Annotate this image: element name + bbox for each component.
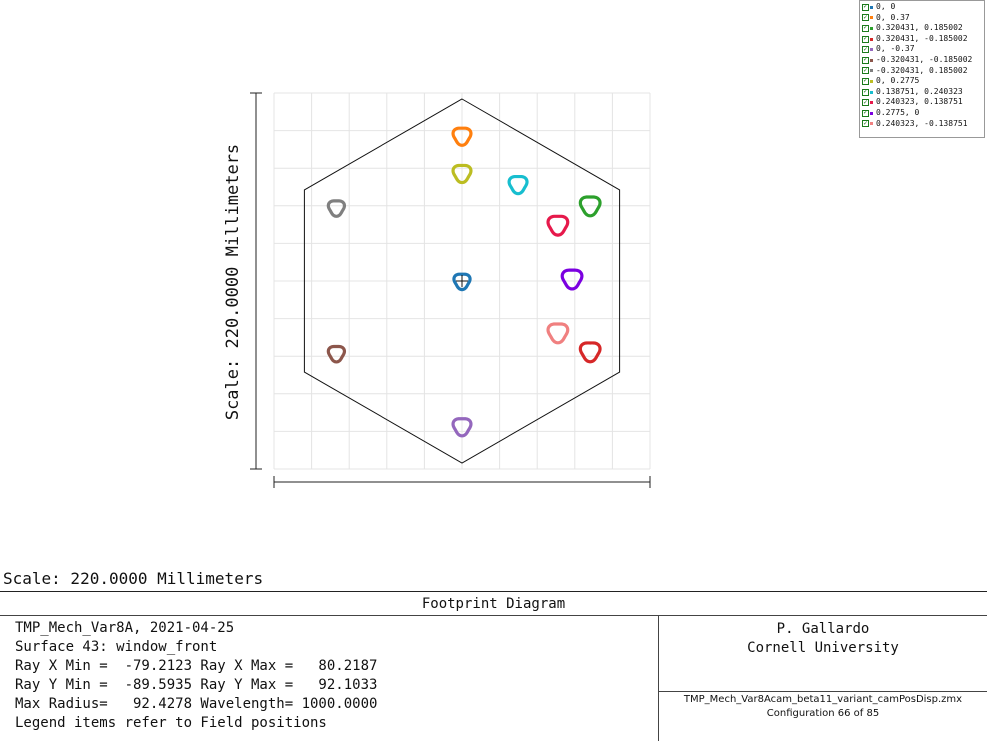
legend-checkbox-icon[interactable]: ✓	[862, 98, 869, 107]
legend-label: 0.320431, -0.185002	[876, 33, 968, 43]
legend-swatch	[870, 48, 873, 52]
legend-item[interactable]: ✓ 0.138751, 0.240323	[862, 87, 982, 98]
legend-item[interactable]: ✓ 0, 0.37	[862, 13, 982, 24]
legend-label: 0, 0	[876, 2, 896, 11]
footprint-mark	[546, 322, 570, 345]
footprint-mark	[578, 341, 602, 364]
footprint-marks	[326, 126, 602, 438]
legend-checkbox-icon[interactable]: ✓	[862, 119, 869, 128]
footprint-mark	[560, 268, 584, 291]
legend-item[interactable]: ✓ 0.320431, 0.185002	[862, 23, 982, 34]
legend-label: 0, 0.37	[876, 12, 910, 22]
legend-item[interactable]: ✓ 0, 0.2775	[862, 76, 982, 87]
right-panel-divider	[659, 691, 987, 692]
legend-item[interactable]: ✓ 0.240323, 0.138751	[862, 97, 982, 108]
configuration-label: Configuration 66 of 85	[766, 708, 880, 719]
legend-item[interactable]: ✓ 0.320431, -0.185002	[862, 34, 982, 45]
legend-item[interactable]: ✓ -0.320431, -0.185002	[862, 55, 982, 66]
info-line: TMP_Mech_Var8A, 2021-04-25	[15, 620, 235, 636]
legend-swatch	[870, 111, 873, 115]
legend-label: 0, -0.37	[876, 44, 915, 54]
legend-swatch	[870, 69, 873, 73]
legend-checkbox-icon[interactable]: ✓	[862, 66, 869, 75]
legend-item[interactable]: ✓ -0.320431, 0.185002	[862, 66, 982, 77]
legend-swatch	[870, 58, 873, 62]
info-line: Surface 43: window_front	[15, 639, 218, 655]
footprint-mark	[451, 163, 473, 185]
footprint-mark	[451, 417, 473, 438]
footprint-plot: Scale: 220.0000 Millimeters	[223, 92, 651, 488]
info-details: TMP_Mech_Var8A, 2021-04-25 Surface 43: wi…	[15, 619, 655, 733]
legend-label: 0.240323, -0.138751	[876, 118, 968, 128]
legend-checkbox-icon[interactable]: ✓	[862, 35, 869, 43]
legend-checkbox-icon[interactable]: ✓	[862, 88, 869, 96]
legend-checkbox-icon[interactable]: ✓	[862, 13, 869, 22]
author-block: P. Gallardo Cornell University	[659, 620, 987, 658]
legend-label: 0.2775, 0	[876, 107, 920, 117]
footprint-mark	[578, 195, 602, 218]
legend-swatch	[870, 101, 873, 105]
legend-swatch	[870, 26, 873, 30]
legend-label: 0.320431, 0.185002	[876, 23, 963, 33]
legend-label: 0.240323, 0.138751	[876, 97, 963, 107]
file-block: TMP_Mech_Var8Acam_beta11_variant_camPosD…	[659, 693, 987, 721]
horizontal-scale-label: Scale: 220.0000 Millimeters	[3, 569, 264, 588]
legend-label: 0.138751, 0.240323	[876, 86, 963, 96]
aperture-outline	[303, 98, 621, 464]
legend-label: 0, 0.2775	[876, 76, 920, 86]
plot-grid	[273, 92, 651, 470]
institution-name: Cornell University	[747, 640, 899, 656]
info-line: Max Radius= 92.4278 Wavelength= 1000.000…	[15, 696, 378, 712]
footprint-mark	[546, 214, 570, 237]
legend-swatch	[870, 90, 873, 94]
legend-item[interactable]: ✓ 0, 0	[862, 2, 982, 13]
legend-swatch	[870, 122, 873, 126]
legend-checkbox-icon[interactable]: ✓	[862, 109, 869, 117]
info-panel: Footprint Diagram TMP_Mech_Var8A, 2021-0…	[0, 591, 987, 741]
legend-label: -0.320431, -0.185002	[876, 54, 973, 64]
footprint-mark	[507, 174, 529, 196]
diagram-title: Footprint Diagram	[0, 592, 987, 616]
footprint-mark	[451, 126, 473, 147]
footprint-mark	[326, 344, 347, 364]
legend-swatch	[870, 79, 873, 83]
vertical-scale-label: Scale: 220.0000 Millimeters	[223, 144, 243, 420]
legend-swatch	[870, 37, 873, 41]
info-line: Ray X Min = -79.2123 Ray X Max = 80.2187	[15, 658, 378, 674]
legend-swatch	[870, 16, 873, 20]
file-name: TMP_Mech_Var8Acam_beta11_variant_camPosD…	[683, 694, 963, 705]
info-line: Ray Y Min = -89.5935 Ray Y Max = 92.1033	[15, 677, 378, 693]
author-name: P. Gallardo	[776, 621, 870, 637]
legend-label: -0.320431, 0.185002	[876, 65, 968, 75]
legend-item[interactable]: ✓ 0.2775, 0	[862, 108, 982, 119]
legend-checkbox-icon[interactable]: ✓	[862, 24, 869, 32]
legend-checkbox-icon[interactable]: ✓	[862, 56, 869, 64]
info-line: Legend items refer to Field positions	[15, 715, 327, 731]
legend-swatch	[870, 5, 873, 9]
plot-axes	[250, 92, 651, 488]
aperture-hexagon	[303, 98, 621, 464]
legend-checkbox-icon[interactable]: ✓	[862, 77, 869, 85]
legend-item[interactable]: ✓ 0.240323, -0.138751	[862, 119, 982, 130]
legend: ✓ 0, 0 ✓ 0, 0.37 ✓ 0.320431, 0.185002 ✓ 0.32043…	[859, 0, 985, 138]
legend-checkbox-icon[interactable]: ✓	[862, 3, 869, 11]
legend-item[interactable]: ✓ 0, -0.37	[862, 44, 982, 55]
panel-divider	[658, 616, 659, 741]
legend-checkbox-icon[interactable]: ✓	[862, 45, 869, 54]
footprint-mark	[326, 199, 347, 218]
footprint-mark	[452, 272, 472, 292]
